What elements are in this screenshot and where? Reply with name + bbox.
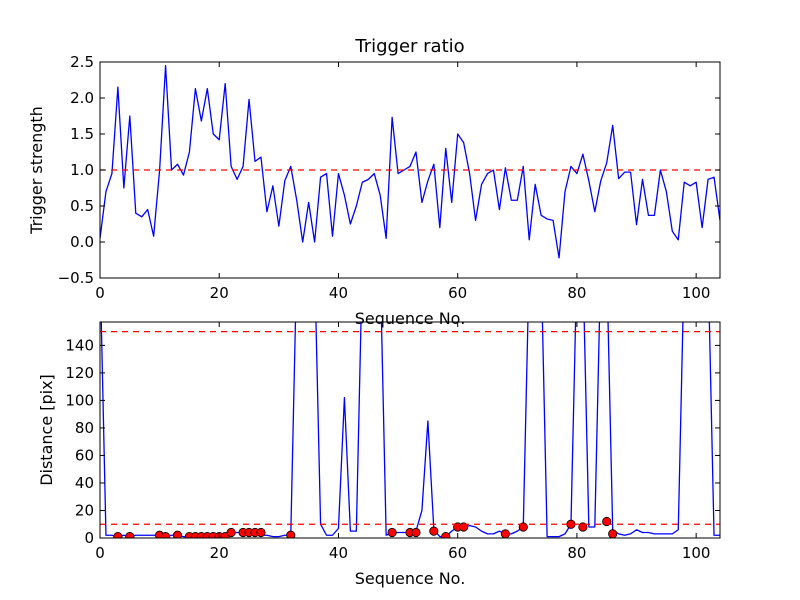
y-tick-label: 140 [65, 336, 94, 354]
x-tick-label: 100 [682, 284, 711, 302]
data-point [411, 527, 421, 538]
x-tick-label: 80 [567, 544, 586, 562]
y-tick-label: 0.5 [70, 197, 94, 215]
x-tick-label: 40 [329, 544, 348, 562]
y-tick-label: 2.5 [70, 53, 94, 71]
y-tick-label: 2.0 [70, 89, 94, 107]
x-tick-label: 20 [210, 544, 229, 562]
x-tick-label: 0 [95, 544, 105, 562]
y-tick-label: 20 [75, 501, 94, 519]
data-point [125, 532, 135, 538]
y-tick-label: 0 [84, 529, 94, 547]
y-tick-label: 0.0 [70, 233, 94, 251]
y-tick-label: 40 [75, 474, 94, 492]
y-axis-label: Trigger strength [27, 106, 46, 235]
plot-area [100, 64, 720, 259]
data-point [429, 526, 439, 536]
x-axis-label: Sequence No. [355, 309, 466, 328]
y-tick-label: 100 [65, 391, 94, 409]
data-point [500, 529, 510, 538]
data-point [441, 532, 451, 538]
data-point [160, 532, 171, 538]
y-tick-label: 120 [65, 364, 94, 382]
data-point [286, 530, 296, 538]
x-tick-label: 0 [95, 284, 105, 302]
x-tick-label: 40 [329, 284, 348, 302]
x-tick-label: 60 [448, 284, 467, 302]
y-tick-label: −0.5 [58, 269, 94, 287]
y-axis-label: Distance [pix] [37, 374, 56, 486]
data-point [608, 529, 618, 538]
y-tick-label: 60 [75, 446, 94, 464]
x-tick-label: 100 [682, 544, 711, 562]
plot-area [100, 322, 720, 538]
x-tick-label: 80 [567, 284, 586, 302]
y-tick-label: 1.5 [70, 125, 94, 143]
chart-title: Trigger ratio [354, 36, 464, 57]
plot-frame [99, 321, 721, 539]
data-point [172, 530, 183, 538]
data-point [387, 527, 397, 538]
trigger-ratio-chart: Trigger ratio Sequence No. Trigger stren… [27, 36, 721, 328]
y-tick-label: 80 [75, 419, 94, 437]
series-line [100, 64, 720, 259]
x-tick-label: 60 [448, 544, 467, 562]
distance-chart: Sequence No. Distance [pix] 0 20 40 60 80 100… [37, 321, 721, 588]
data-point [226, 527, 236, 538]
data-point [113, 532, 123, 538]
x-tick-label: 20 [210, 284, 229, 302]
y-tick-label: 1.0 [70, 161, 94, 179]
x-axis-label: Sequence No. [355, 569, 466, 588]
data-point [256, 527, 266, 538]
